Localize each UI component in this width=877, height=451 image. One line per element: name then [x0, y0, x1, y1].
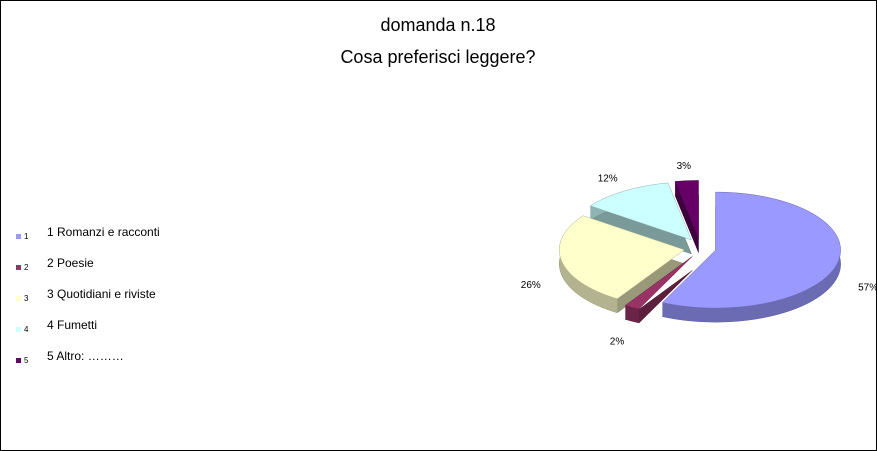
legend-marker — [16, 234, 21, 239]
legend-label: 4 Fumetti — [47, 318, 97, 332]
chart-subtitle: Cosa preferisci leggere? — [340, 47, 535, 67]
legend-key: 2 — [24, 263, 29, 272]
legend-key: 5 — [24, 356, 29, 365]
data-label: 2% — [610, 337, 625, 348]
legend-key: 3 — [24, 294, 29, 303]
legend-label: 3 Quotidiani e riviste — [47, 287, 156, 301]
legend-marker — [16, 265, 21, 270]
pie-slice — [589, 182, 692, 241]
data-label: 3% — [677, 161, 692, 172]
legend-label: 1 Romanzi e racconti — [47, 225, 160, 239]
pie-slice — [559, 215, 685, 300]
legend-key: 1 — [24, 232, 29, 241]
pie-slice-wall — [559, 215, 618, 313]
legend-key: 4 — [24, 325, 29, 334]
pie-slice — [661, 191, 841, 309]
data-label: 26% — [521, 280, 541, 291]
data-label: 57% — [858, 283, 877, 294]
pie-slice-side — [624, 270, 693, 324]
legend-marker — [16, 327, 21, 332]
legend-marker — [16, 358, 21, 363]
pie-slice-wall — [625, 305, 640, 323]
chart-title: domanda n.18 — [380, 15, 495, 35]
pie-slice — [674, 180, 699, 239]
pie-slice-wall — [662, 192, 841, 323]
legend-label: 5 Altro: ……… — [47, 349, 124, 363]
legend-marker — [16, 296, 21, 301]
legend-label: 2 Poesie — [47, 256, 94, 270]
data-label: 12% — [598, 173, 618, 184]
pie-slice — [624, 256, 693, 310]
